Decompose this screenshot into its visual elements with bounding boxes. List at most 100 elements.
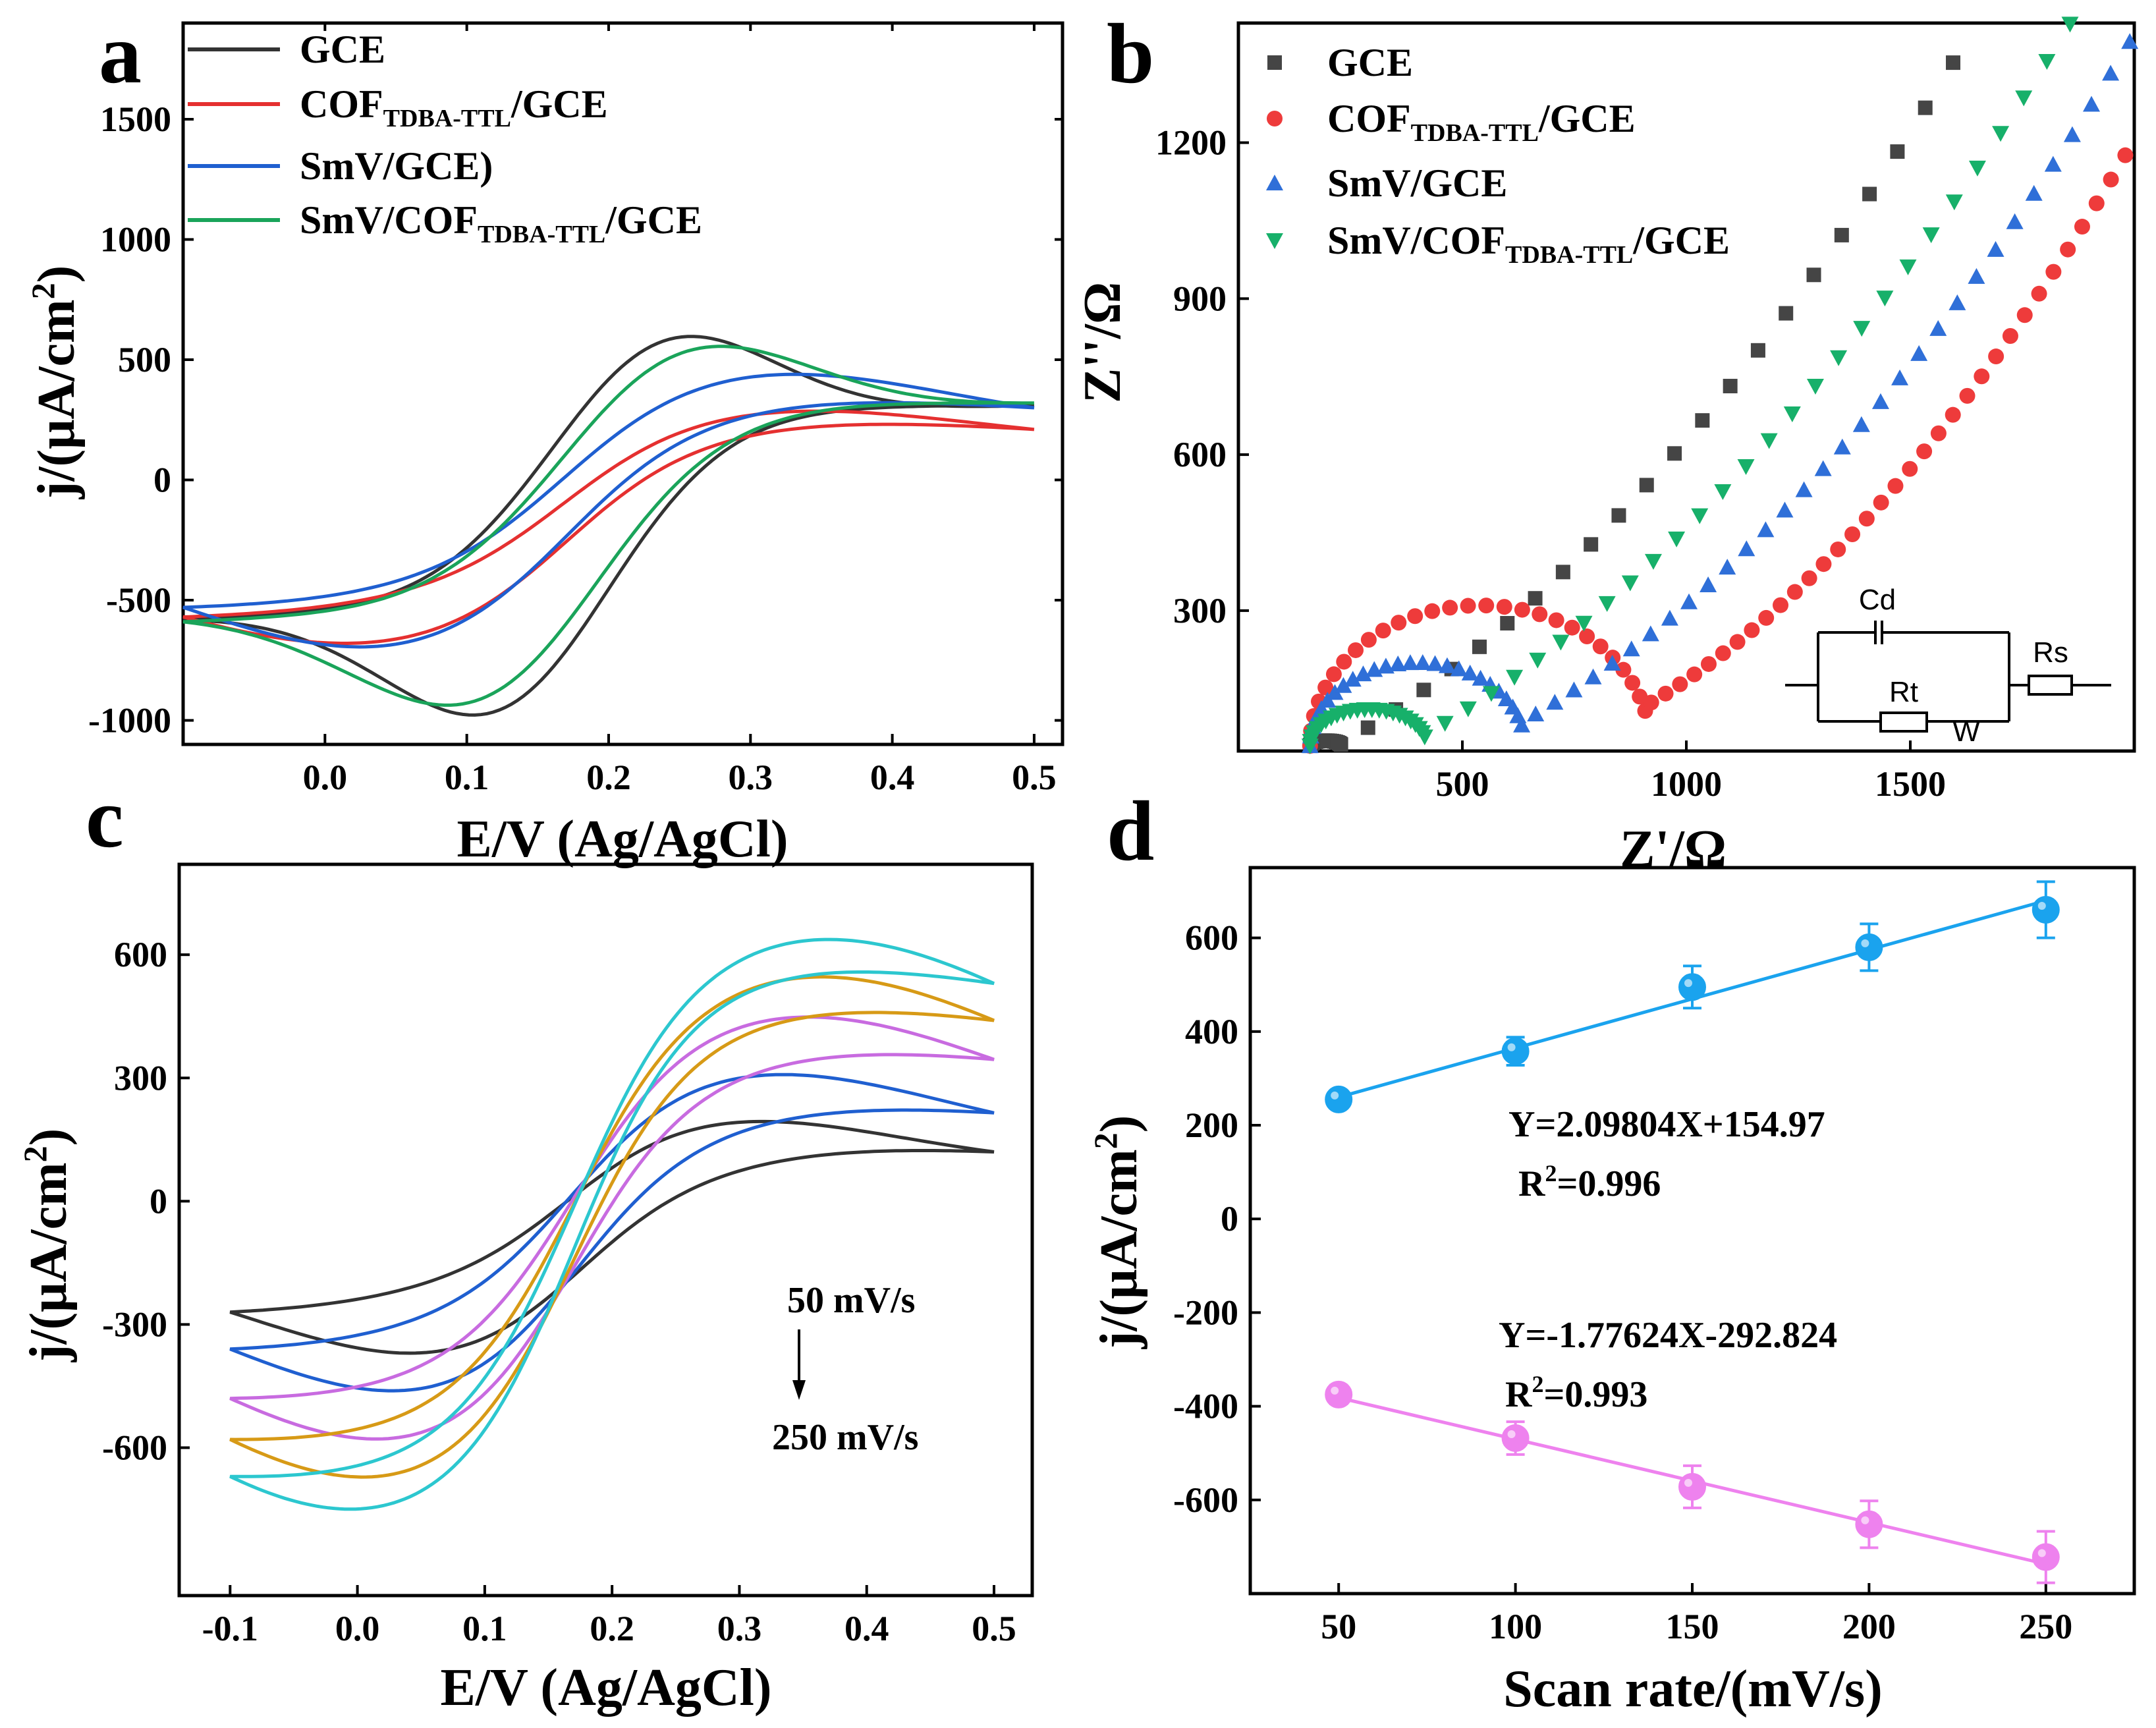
panel-b-point-1 — [1442, 599, 1458, 616]
panel-b-point-1 — [1988, 348, 2004, 365]
panel-d-ylabel: j/(μA/cm2) — [1087, 1115, 1148, 1350]
legend-b-text-smv: SmV/GCE — [1327, 161, 1507, 205]
panel-b-point-2 — [1344, 671, 1362, 687]
panel-a-legend: GCE COFTDBA-TTL/GCE SmV/GCE) SmV/COFTDBA… — [188, 28, 702, 248]
panel-a-ytick-label: 1500 — [100, 99, 171, 139]
panel-d-point-anodic — [1678, 973, 1706, 1001]
panel-a-xtick-label: 0.3 — [729, 758, 773, 797]
legend-a-text-cof: COFTDBA-TTL/GCE — [300, 82, 608, 132]
panel-b-point-3 — [1760, 433, 1778, 449]
panel-b-point-0 — [1416, 683, 1431, 698]
panel-c-xtick-label: 0.4 — [844, 1609, 889, 1648]
panel-b-point-3 — [1644, 553, 1662, 570]
panel-a-curve-2 — [182, 372, 1035, 649]
panel-b-point-2 — [1450, 660, 1468, 677]
panel-d-xtick-label: 250 — [2019, 1607, 2072, 1646]
panel-b-point-2 — [1584, 668, 1602, 684]
panel-c-frame — [177, 862, 1034, 1598]
panel-a-xtick-label: 0.2 — [586, 758, 631, 797]
panel-b-point-3 — [1416, 729, 1433, 746]
panel-c-xtick-label: 0.5 — [972, 1609, 1016, 1648]
panel-a-xtick-label: 0.4 — [870, 758, 915, 797]
panel-b-point-0 — [1333, 737, 1348, 752]
panel-b-point-1 — [1758, 609, 1775, 626]
panel-b-point-2 — [1426, 655, 1444, 671]
panel-b-point-1 — [1786, 584, 1803, 600]
panel-b-point-3 — [1783, 406, 1801, 423]
panel-b-point-0 — [1584, 537, 1599, 552]
panel-b-point-2 — [2121, 33, 2139, 49]
panel-b-point-2 — [1326, 684, 1344, 700]
panel-c-xtick-label: 0.1 — [462, 1609, 507, 1648]
panel-c-curves — [229, 937, 995, 1511]
panel-b-points — [1301, 16, 2139, 755]
panel-d-ytick-label: -200 — [1173, 1293, 1238, 1332]
panel-b-point-3 — [1853, 321, 1871, 337]
panel-b-point-2 — [1776, 501, 1794, 518]
panel-b-point-2 — [1833, 438, 1851, 455]
panel-d-series — [1325, 880, 2060, 1584]
panel-b-point-2 — [1377, 657, 1395, 674]
legend-a-text-smv-cof: SmV/COFTDBA-TTL/GCE — [300, 198, 702, 248]
panel-a-curve-1 — [182, 409, 1035, 645]
panel-b-point-2 — [1472, 669, 1489, 686]
panel-c-xtick-label: 0.0 — [335, 1609, 380, 1648]
panel-b-point-1 — [1672, 676, 1688, 692]
panel-b-point-1 — [1548, 612, 1564, 628]
panel-d-ytick-label: -400 — [1173, 1387, 1238, 1426]
panel-b-point-2 — [1461, 664, 1479, 681]
panel-b-point-3 — [1506, 669, 1524, 686]
panel-b-point-2 — [1891, 369, 1909, 385]
panel-b-xlabel: Z'/Ω — [1620, 820, 1727, 878]
equation-cathodic: Y=-1.77624X-292.824 — [1499, 1315, 1837, 1356]
panel-a-ytick-label: 1000 — [100, 220, 171, 260]
panel-b-point-1 — [1564, 619, 1580, 636]
panel-b-point-2 — [1814, 460, 1832, 476]
panel-c-ytick-label: -600 — [102, 1428, 167, 1468]
panel-d-xtick-label: 50 — [1321, 1607, 1356, 1646]
panel-b-ytick-label: 1200 — [1155, 123, 1227, 163]
panel-b-point-0 — [1723, 379, 1738, 394]
panel-b-point-2 — [1565, 681, 1583, 698]
legend-b-marker-3 — [1266, 233, 1283, 249]
panel-b-point-0 — [1360, 720, 1375, 735]
panel-d-point-highlight — [1861, 1516, 1869, 1524]
panel-b-ylabel: Z''/Ω — [1074, 282, 1132, 403]
legend-b-text-cof: COFTDBA-TTL/GCE — [1327, 97, 1636, 147]
circuit-label-w: W — [1952, 715, 1980, 748]
panel-b-point-0 — [1750, 343, 1765, 358]
panel-b-point-1 — [1930, 425, 1947, 441]
panel-c-curve-2 — [229, 1015, 995, 1441]
panel-b-point-3 — [2061, 16, 2079, 33]
panel-b-point-0 — [1834, 227, 1849, 242]
panel-d-ytick-label: 600 — [1185, 918, 1238, 958]
panel-b-point-2 — [1335, 677, 1352, 693]
panel-b-point-2 — [1929, 320, 1947, 336]
panel-b-point-1 — [1773, 597, 1789, 613]
panel-b-point-1 — [1686, 666, 1703, 683]
panel-b-point-1 — [1478, 598, 1495, 614]
panel-a-ylabel: j/(μA/cm2) — [24, 265, 86, 500]
panel-b-point-2 — [1438, 657, 1456, 673]
panel-b-point-1 — [1844, 526, 1861, 542]
panel-d-point-highlight — [1684, 1478, 1692, 1487]
panel-b-point-2 — [1910, 345, 1928, 361]
panel-b-point-2 — [1497, 690, 1515, 706]
panel-d-xtick-label: 150 — [1666, 1607, 1719, 1646]
panel-b-point-1 — [1887, 478, 1904, 494]
panel-d-point-cathodic — [2032, 1543, 2060, 1571]
panel-d-point-anodic — [2032, 895, 2060, 924]
panel-b-point-3 — [1621, 575, 1639, 592]
panel-d-point-highlight — [1507, 1043, 1516, 1051]
panel-a: a 0.0 0.1 0.2 0.3 0.4 0.5 -1000 -500 0 500 1000 150… — [24, 7, 1064, 868]
panel-d-point-cathodic — [1855, 1510, 1883, 1538]
panel-b-point-1 — [2016, 307, 2033, 323]
panel-b-point-3 — [1830, 350, 1848, 366]
panel-a-curve-3 — [182, 345, 1034, 707]
panel-b-point-1 — [1902, 460, 1918, 477]
legend-b-text-gce: GCE — [1327, 41, 1413, 84]
panel-b-point-2 — [2083, 96, 2101, 112]
panel-b-point-2 — [1401, 654, 1419, 671]
panel-d-point-anodic — [1855, 933, 1883, 961]
panel-b-point-3 — [1598, 596, 1616, 612]
